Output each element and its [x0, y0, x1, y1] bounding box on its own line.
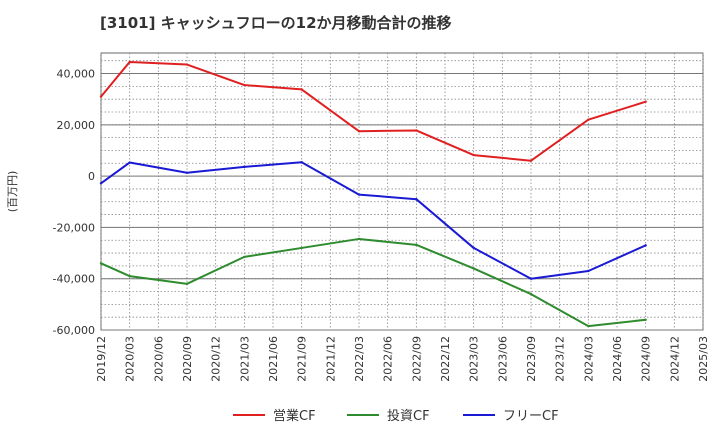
- x-tick-label: 2025/03: [697, 336, 710, 382]
- data-point: [587, 324, 590, 328]
- x-tick-label: 2021/03: [238, 336, 251, 382]
- data-point: [472, 267, 475, 270]
- data-point: [243, 255, 246, 259]
- x-tick-label: 2020/06: [152, 336, 165, 382]
- x-tick-label: 2021/12: [324, 336, 337, 382]
- data-point: [99, 95, 103, 98]
- legend-label-1: 投資CF: [387, 408, 430, 424]
- data-point: [644, 244, 647, 247]
- data-point: [529, 277, 533, 280]
- x-tick-label: 2021/09: [296, 336, 309, 382]
- data-point: [128, 274, 131, 278]
- y-axis-label: (百万円): [6, 171, 19, 213]
- x-tick-label: 2024/09: [640, 336, 653, 382]
- x-tick-label: 2023/03: [468, 336, 481, 382]
- data-point: [472, 153, 475, 157]
- data-point: [185, 63, 189, 66]
- plot-area: [100, 52, 704, 331]
- data-point: [185, 171, 189, 174]
- data-point: [472, 246, 475, 250]
- data-point: [644, 318, 647, 321]
- x-tick-label: 2023/06: [496, 336, 509, 382]
- data-point: [99, 182, 103, 185]
- x-tick-label: 2024/06: [611, 336, 624, 382]
- y-tick-label: 20,000: [57, 119, 96, 132]
- data-point: [128, 60, 131, 64]
- data-point: [243, 165, 246, 169]
- y-tick-label: -60,000: [53, 324, 95, 337]
- data-point: [185, 282, 189, 286]
- x-tick-label: 2023/12: [554, 336, 567, 382]
- grid: [100, 53, 704, 331]
- data-point: [99, 262, 103, 265]
- data-point: [300, 161, 303, 164]
- data-point: [300, 246, 303, 250]
- legend-label-0: 営業CF: [273, 408, 316, 424]
- data-point: [644, 100, 647, 103]
- data-point: [357, 130, 361, 133]
- data-point: [415, 243, 418, 247]
- data-point: [587, 269, 590, 273]
- x-tick-label: 2024/03: [582, 336, 595, 382]
- y-tick-label: 0: [88, 170, 95, 183]
- data-point: [128, 161, 131, 164]
- data-point: [529, 292, 533, 296]
- data-point: [415, 197, 418, 201]
- series-layer: [99, 60, 647, 328]
- data-point: [243, 83, 246, 87]
- axes: 40,000 20,000 0 -20,000 -40,000 -60,000 (百万円) 2…: [6, 68, 710, 382]
- y-tick-label: -40,000: [53, 273, 95, 286]
- legend-label-2: フリーCF: [503, 409, 559, 424]
- legend: 営業CF 投資CF フリーCF: [233, 408, 559, 424]
- x-tick-label: 2022/06: [382, 336, 395, 382]
- x-tick-label: 2023/09: [525, 336, 538, 382]
- y-tick-label: -20,000: [53, 221, 95, 234]
- x-tick-label: 2021/06: [267, 336, 280, 382]
- data-point: [415, 129, 418, 132]
- x-tick-label: 2022/12: [439, 336, 452, 382]
- chart-title: [3101] キャッシュフローの12か月移動合計の推移: [100, 14, 452, 32]
- data-point: [357, 237, 361, 241]
- x-tick-label: 2020/03: [124, 336, 137, 382]
- x-tick-label: 2022/03: [353, 336, 366, 382]
- y-tick-label: 40,000: [57, 68, 96, 81]
- x-tick-label: 2020/12: [210, 336, 223, 382]
- data-point: [357, 193, 361, 196]
- data-point: [300, 88, 303, 91]
- x-tick-label: 2020/09: [181, 336, 194, 382]
- x-tick-label: 2022/09: [410, 336, 423, 382]
- x-tick-label: 2024/12: [668, 336, 681, 382]
- data-point: [587, 118, 590, 121]
- x-tick-label: 2019/12: [95, 336, 108, 382]
- data-point: [529, 159, 533, 162]
